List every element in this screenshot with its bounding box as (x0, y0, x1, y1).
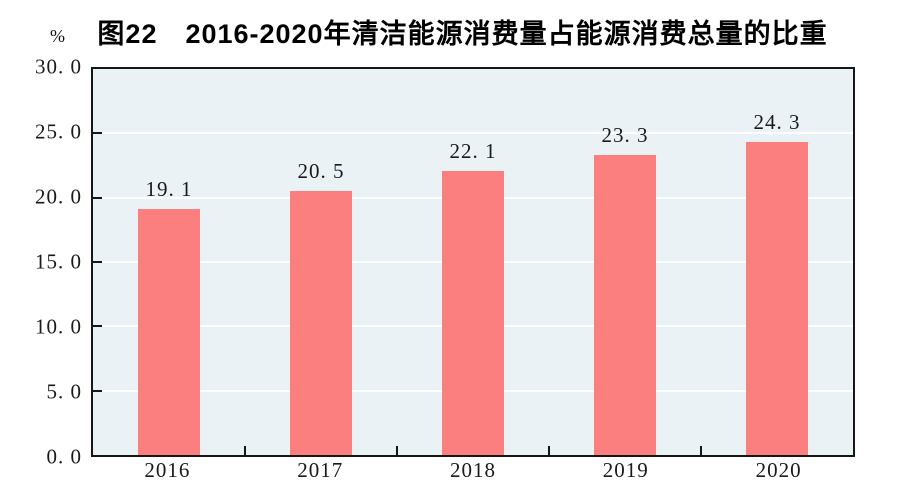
y-axis-tick-labels: 0. 0 5. 0 10. 0 15. 0 20. 0 25. 0 30. 0 (0, 56, 82, 467)
y-axis-tick-mark (93, 389, 102, 392)
y-axis-tick-mark (93, 325, 102, 328)
x-axis-tick-mark (700, 446, 702, 455)
y-axis-tick-mark (93, 261, 102, 263)
x-axis-tick-mark (396, 446, 398, 455)
x-axis-tick-label: 2020 (755, 458, 802, 482)
plot-area: 19. 1 20. 5 22. 1 23. 3 24. 3 (91, 67, 855, 457)
bar-value-label: 23. 3 (601, 123, 649, 148)
bar-value-label: 20. 5 (297, 159, 345, 184)
y-axis-tick-label: 20. 0 (35, 184, 82, 209)
x-axis-tick-mark (548, 446, 550, 455)
x-axis-tick-mark (244, 446, 246, 455)
bar-2016 (138, 209, 200, 455)
chart-title: 图22 2016-2020年清洁能源消费量占能源消费总量的比重 (97, 19, 828, 49)
bar-2020 (746, 142, 808, 455)
y-axis-unit-label: % (50, 26, 65, 46)
y-axis-tick-label: 25. 0 (35, 119, 82, 144)
x-axis-tick-label: 2017 (297, 458, 344, 482)
x-axis-tick-label: 2016 (144, 458, 191, 482)
y-axis-tick-label: 0. 0 (46, 444, 82, 469)
gridline (93, 132, 853, 135)
x-axis-tick-labels: 2016 2017 2018 2019 2020 (91, 460, 855, 490)
bar-value-label: 19. 1 (145, 177, 193, 202)
y-axis-tick-label: 15. 0 (35, 249, 82, 274)
y-axis-tick-mark (93, 132, 102, 135)
bar-2017 (290, 191, 352, 455)
x-axis-tick-label: 2019 (602, 458, 649, 482)
bar-2019 (594, 155, 656, 455)
bar-value-label: 24. 3 (753, 110, 801, 135)
y-axis-tick-mark (93, 196, 102, 199)
x-axis-tick-label: 2018 (450, 458, 496, 482)
y-axis-tick-label: 10. 0 (35, 314, 82, 339)
y-axis-tick-label: 5. 0 (46, 379, 82, 404)
bar-2018 (442, 170, 504, 455)
bar-value-label: 22. 1 (449, 138, 497, 163)
y-axis-tick-label: 30. 0 (35, 54, 82, 79)
